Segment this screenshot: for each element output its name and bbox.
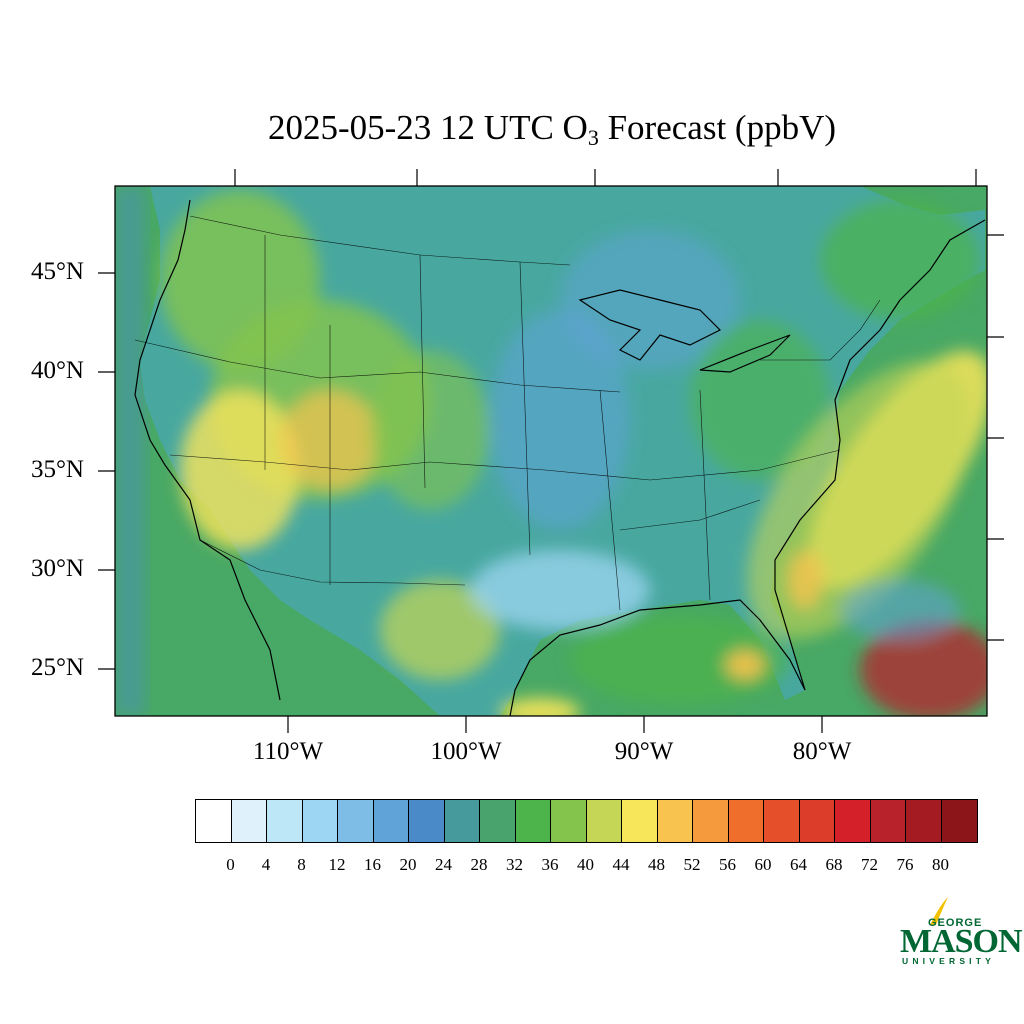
patch-greatlakes-blue bbox=[560, 230, 740, 370]
colorbar-tick-label: 28 bbox=[470, 855, 488, 874]
lon-label-80w: 80°W bbox=[792, 738, 852, 765]
colorbar-tick-label: 60 bbox=[754, 855, 772, 874]
coast-lake-erie bbox=[699, 334, 791, 373]
colorbar-tick-label: 72 bbox=[861, 855, 878, 874]
gmu-logo: GEORGE MASON UNIVERSITY bbox=[900, 900, 1023, 970]
colorbar-tick-label: 52 bbox=[683, 855, 701, 874]
lat-label-40: 40°N bbox=[30, 357, 84, 384]
title-prefix: 2025-05-23 12 UTC O bbox=[268, 108, 588, 147]
colorbar-cell bbox=[657, 800, 693, 842]
patch-northeast-green bbox=[820, 200, 980, 320]
colorbar-cell bbox=[480, 800, 516, 842]
lon-label-90w: 90°W bbox=[614, 738, 674, 765]
patch-southeast-ocean-blue bbox=[840, 580, 960, 640]
patch-south-blue bbox=[470, 550, 650, 630]
colorbar-cell bbox=[622, 800, 658, 842]
patch-texas-green bbox=[380, 580, 500, 680]
boundary-south-1 bbox=[199, 539, 466, 586]
patch-gulf-green bbox=[570, 615, 790, 705]
boundary-northeast bbox=[760, 299, 881, 361]
boundary-east-1 bbox=[544, 449, 841, 481]
lat-label-30: 30°N bbox=[30, 555, 84, 582]
boundary-vertical-5 bbox=[599, 389, 621, 611]
colorbar-cell bbox=[515, 800, 551, 842]
state-boundaries bbox=[134, 215, 881, 611]
colorbar-tick-label: 64 bbox=[790, 855, 807, 874]
colorbar-tick-label: 4 bbox=[261, 855, 271, 874]
colorbar-tick-label: 44 bbox=[612, 855, 630, 874]
colorbar-cell bbox=[799, 800, 835, 842]
colorbar-tick-label: 24 bbox=[435, 855, 452, 874]
colorbar-tick-label: 40 bbox=[577, 855, 594, 874]
logo-mason: MASON bbox=[900, 923, 1023, 960]
coast-atlantic bbox=[774, 219, 986, 691]
lon-label-110w: 110°W bbox=[252, 738, 324, 765]
colorbar-cell bbox=[444, 800, 480, 842]
axis-ticks bbox=[98, 169, 1004, 733]
colorbar-cell bbox=[338, 800, 374, 842]
map-field bbox=[115, 186, 987, 716]
colorbar-cell bbox=[551, 800, 587, 842]
colorbar-tick-label: 0 bbox=[226, 855, 235, 874]
colorbar-cell bbox=[302, 800, 338, 842]
lon-label-100w: 100°W bbox=[430, 738, 502, 765]
boundary-west-1 bbox=[134, 339, 621, 393]
title-subscript: 3 bbox=[587, 125, 599, 150]
colorbar-cell bbox=[267, 800, 303, 842]
colorbar-cell bbox=[409, 800, 445, 842]
colorbar-tick-label: 8 bbox=[297, 855, 306, 874]
lat-label-35: 35°N bbox=[30, 456, 84, 483]
colorbar bbox=[195, 799, 978, 843]
lat-label-45: 45°N bbox=[30, 258, 84, 285]
colorbar-tick-label: 12 bbox=[328, 855, 346, 874]
boundary-vertical-4 bbox=[519, 261, 531, 556]
boundary-vertical-6 bbox=[699, 389, 711, 601]
colorbar-cell bbox=[870, 800, 906, 842]
patch-carolina-orange bbox=[787, 550, 823, 610]
pacific-blue-band bbox=[115, 186, 145, 716]
map-frame bbox=[114, 185, 988, 717]
patch-plains-green bbox=[370, 350, 490, 510]
colorbar-cell bbox=[196, 800, 232, 842]
logo-swoosh bbox=[930, 897, 948, 925]
title-suffix: Forecast (ppbV) bbox=[598, 108, 836, 147]
boundary-east-2 bbox=[619, 499, 761, 531]
patch-gulf-orange bbox=[725, 650, 765, 680]
patch-southwest-yellow bbox=[180, 390, 300, 550]
coastlines bbox=[134, 199, 986, 716]
coast-gulf bbox=[509, 599, 806, 716]
coast-great-lakes bbox=[578, 289, 722, 361]
colorbar-tick-label: 16 bbox=[364, 855, 381, 874]
patch-southeast-ocean-red bbox=[860, 620, 987, 716]
colorbar-tick-label: 48 bbox=[648, 855, 665, 874]
colorbar-cell bbox=[906, 800, 942, 842]
colorbar-cell bbox=[373, 800, 409, 842]
logo-george: GEORGE bbox=[928, 917, 983, 929]
colorbar-cell bbox=[586, 800, 622, 842]
colorbar-cell bbox=[835, 800, 871, 842]
boundary-vertical-3 bbox=[419, 254, 426, 489]
lat-label-25: 25°N bbox=[30, 654, 84, 681]
colorbar-tick-label: 56 bbox=[719, 855, 736, 874]
colorbar-cell bbox=[693, 800, 729, 842]
colorbar-cell bbox=[764, 800, 800, 842]
colorbar-cell bbox=[941, 800, 977, 842]
colorbar-tick-label: 20 bbox=[399, 855, 417, 874]
logo-university: UNIVERSITY bbox=[902, 956, 996, 966]
colorbar-cell bbox=[231, 800, 267, 842]
colorbar-tick-label: 36 bbox=[541, 855, 559, 874]
coast-pacific bbox=[134, 199, 281, 701]
colorbar-tick-label: 32 bbox=[506, 855, 523, 874]
colorbar-tick-label: 80 bbox=[932, 855, 949, 874]
colorbar-tick-label: 76 bbox=[896, 855, 914, 874]
colorbar-tick-label: 68 bbox=[825, 855, 843, 874]
colorbar-cell bbox=[728, 800, 764, 842]
boundary-west-2 bbox=[169, 454, 546, 471]
chart-title: 2025-05-23 12 UTC O3 Forecast (ppbV) bbox=[0, 108, 1024, 150]
patch-texas-coast-yellow bbox=[500, 698, 580, 716]
